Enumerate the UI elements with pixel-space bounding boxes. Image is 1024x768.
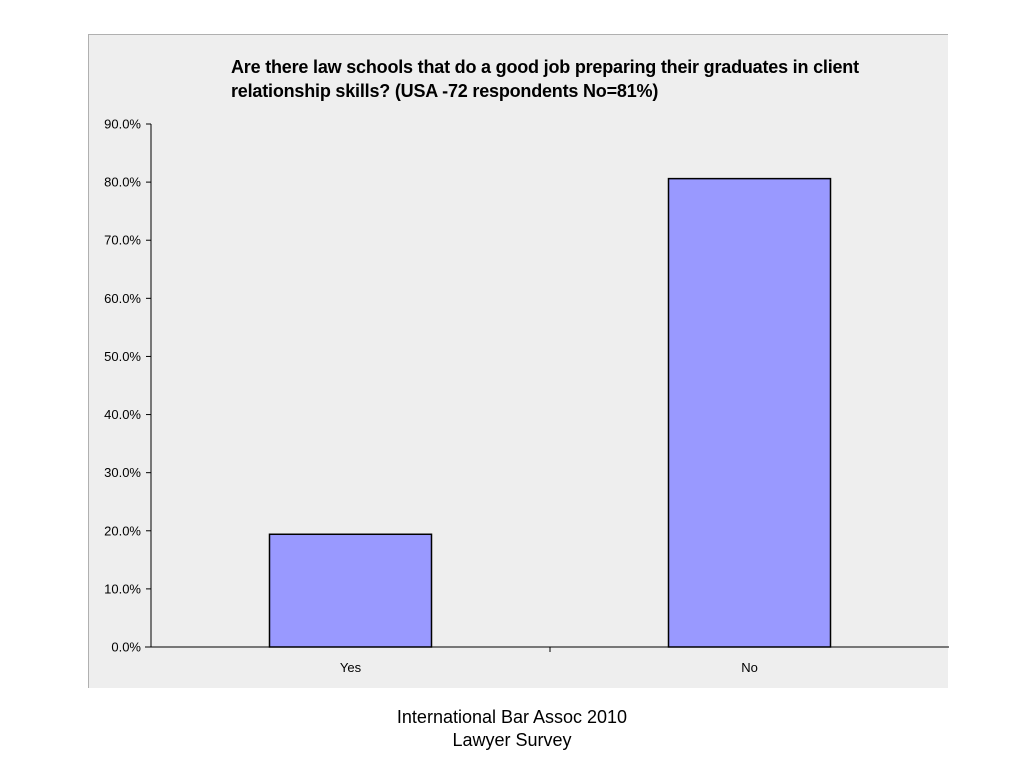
y-tick-label: 90.0% — [104, 117, 141, 132]
y-tick-label: 80.0% — [104, 175, 141, 190]
bar-yes — [268, 533, 433, 648]
y-tick-label: 60.0% — [104, 291, 141, 306]
caption-line-1: International Bar Assoc 2010 — [396, 707, 628, 727]
bar-chart: 0.0% 10.0% 20.0% 30.0% 40.0% 50.0% 60.0% 70.0% 8… — [104, 117, 949, 675]
x-category-label: No — [741, 660, 758, 675]
y-tick-label: 40.0% — [104, 407, 141, 422]
chart-caption: International Bar Assoc 2010 Lawyer Surv… — [312, 706, 712, 752]
chart-title: Are there law schools that do a good job… — [231, 57, 859, 101]
y-tick-label: 70.0% — [104, 233, 141, 248]
x-category-label: Yes — [340, 660, 362, 675]
y-tick-label: 20.0% — [104, 523, 141, 538]
chart-frame: Are there law schools that do a good job… — [88, 34, 949, 688]
caption-line-2: Lawyer Survey — [452, 730, 572, 750]
bar-no — [667, 177, 832, 648]
y-tick-label: 10.0% — [104, 581, 141, 596]
y-tick-label: 50.0% — [104, 349, 141, 364]
y-tick-label: 0.0% — [111, 640, 141, 655]
y-tick-label: 30.0% — [104, 465, 141, 480]
